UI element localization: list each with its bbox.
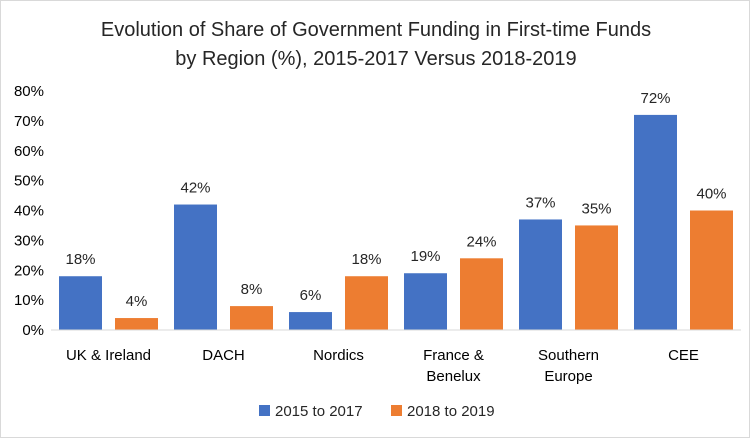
legend-label: 2018 to 2019 <box>407 403 495 420</box>
legend-label: 2015 to 2017 <box>275 403 363 420</box>
data-label: 40% <box>696 186 726 203</box>
x-tick-label: Europe <box>544 368 592 385</box>
bar-series-2 <box>230 306 273 330</box>
bar-series-1 <box>404 273 447 330</box>
legend: 2015 to 2017 2018 to 2019 <box>259 403 495 420</box>
bar-series-1 <box>59 276 102 330</box>
x-tick-label: UK & Ireland <box>66 347 151 364</box>
y-tick-label: 30% <box>14 232 44 249</box>
y-tick-label: 80% <box>14 83 44 100</box>
data-label: 37% <box>525 194 555 211</box>
y-axis: 0% 10% 20% 30% 40% 50% 60% 70% 80% <box>14 83 44 339</box>
y-tick-label: 40% <box>14 203 44 220</box>
y-tick-label: 70% <box>14 113 44 130</box>
bar-series-2 <box>460 258 503 330</box>
bar-series-1 <box>634 114 677 331</box>
data-label: 72% <box>640 90 670 107</box>
data-label: 18% <box>65 251 95 268</box>
data-label: 18% <box>351 251 381 268</box>
bar-series-1 <box>519 219 562 330</box>
x-tick-label: France & <box>423 347 484 364</box>
data-label: 4% <box>126 293 148 310</box>
legend-swatch <box>391 405 402 416</box>
y-tick-label: 60% <box>14 143 44 160</box>
data-label: 8% <box>241 281 263 298</box>
chart-title-line-1: Evolution of Share of Government Funding… <box>101 19 651 41</box>
bar-series-2 <box>690 210 733 330</box>
y-tick-label: 20% <box>14 262 44 279</box>
data-label: 6% <box>300 287 322 304</box>
x-axis: UK & Ireland DACH Nordics France & Benelux So… <box>51 329 741 385</box>
x-tick-label: Benelux <box>426 368 481 385</box>
bars-group: 18% 4% 42% 8% 6% 18% 19% 24% 37% 35% 72% 40% <box>59 90 733 331</box>
x-tick-label: Southern <box>538 347 599 364</box>
bar-series-2 <box>115 318 158 330</box>
bar-series-1 <box>174 204 217 330</box>
y-tick-label: 50% <box>14 173 44 190</box>
y-tick-label: 0% <box>22 322 44 339</box>
x-tick-label: CEE <box>668 347 699 364</box>
bar-series-1 <box>289 312 332 330</box>
chart-title-line-2: by Region (%), 2015-2017 Versus 2018-201… <box>175 48 576 70</box>
data-label: 42% <box>180 180 210 197</box>
data-label: 24% <box>466 233 496 250</box>
legend-swatch <box>259 405 270 416</box>
data-label: 35% <box>581 200 611 217</box>
bar-series-2 <box>345 276 388 330</box>
x-tick-label: DACH <box>202 347 245 364</box>
x-tick-label: Nordics <box>313 347 364 364</box>
y-tick-label: 10% <box>14 292 44 309</box>
bar-series-2 <box>575 225 618 330</box>
data-label: 19% <box>410 248 440 265</box>
